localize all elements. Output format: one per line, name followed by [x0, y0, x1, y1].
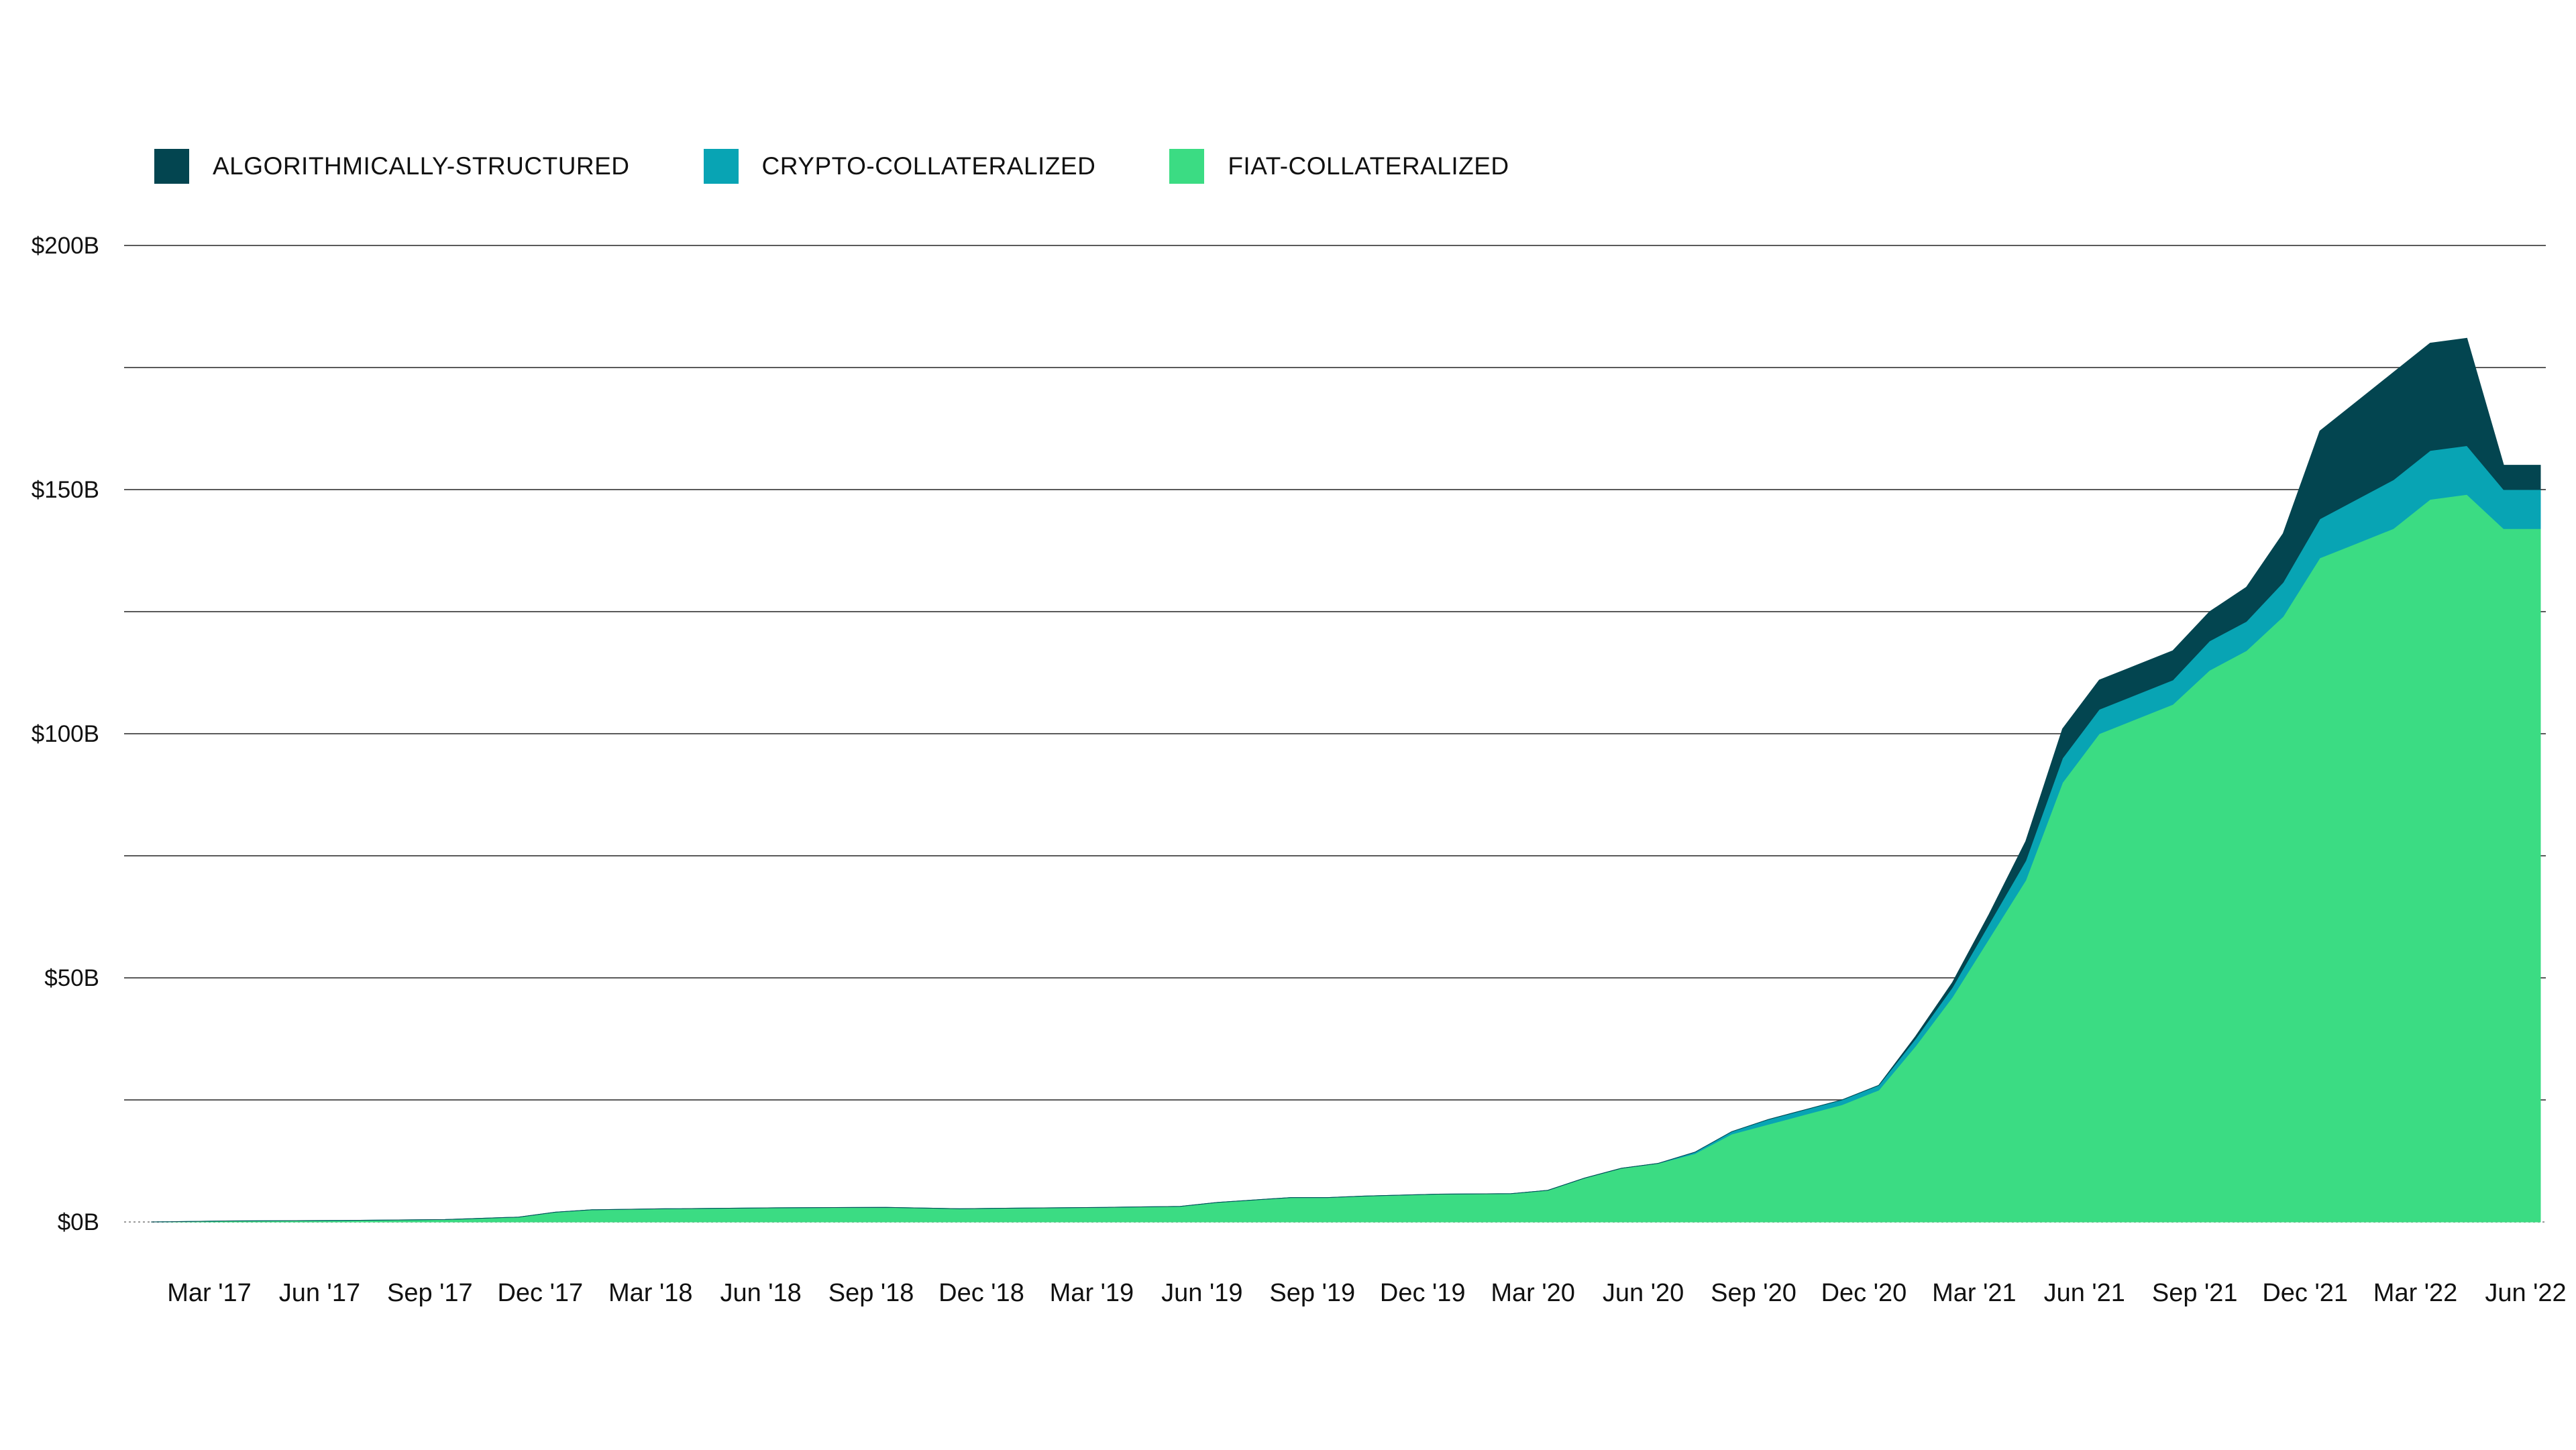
legend: ALGORITHMICALLY-STRUCTURED CRYPTO-COLLAT… — [154, 146, 1509, 186]
x-tick-label: Sep '19 — [1269, 1279, 1355, 1307]
x-tick-label: Jun '19 — [1161, 1279, 1242, 1307]
y-tick-label: $200B — [32, 233, 99, 259]
area-fiat-collateralized — [150, 494, 2541, 1223]
legend-swatch-algorithmic — [154, 149, 189, 184]
y-axis-ticks: $200B $150B $100B $50B $0B — [32, 233, 99, 1235]
x-tick-label: Jun '17 — [279, 1279, 360, 1307]
legend-label-crypto: CRYPTO-COLLATERALIZED — [761, 152, 1096, 180]
x-tick-label: Jun '18 — [720, 1279, 801, 1307]
legend-swatch-fiat — [1169, 149, 1205, 184]
x-tick-label: Dec '18 — [938, 1279, 1024, 1307]
x-tick-label: Sep '21 — [2152, 1279, 2238, 1307]
y-tick-label: $50B — [44, 965, 99, 991]
y-tick-label: $100B — [32, 721, 99, 747]
x-tick-label: Mar '19 — [1050, 1279, 1134, 1307]
x-tick-label: Sep '18 — [828, 1279, 914, 1307]
x-tick-label: Jun '20 — [1603, 1279, 1684, 1307]
x-axis-ticks: Mar '17 Jun '17 Sep '17 Dec '17 Mar '18 Jun '… — [167, 1279, 2566, 1307]
legend-label-fiat: FIAT-COLLATERALIZED — [1228, 152, 1509, 180]
x-tick-label: Dec '17 — [497, 1279, 583, 1307]
legend-swatch-crypto — [703, 149, 739, 184]
x-tick-label: Mar '18 — [608, 1279, 693, 1307]
x-tick-label: Jun '22 — [2485, 1279, 2566, 1307]
y-tick-label: $150B — [32, 477, 99, 503]
y-tick-label: $0B — [58, 1209, 99, 1235]
x-tick-label: Dec '20 — [1821, 1279, 1907, 1307]
grid-lines — [124, 245, 2546, 1223]
x-tick-label: Sep '17 — [387, 1279, 473, 1307]
legend-item-algorithmic[interactable]: ALGORITHMICALLY-STRUCTURED — [154, 149, 630, 184]
legend-item-crypto[interactable]: CRYPTO-COLLATERALIZED — [703, 149, 1096, 184]
x-tick-label: Mar '21 — [1932, 1279, 2017, 1307]
x-tick-label: Jun '21 — [2044, 1279, 2125, 1307]
x-tick-label: Mar '22 — [2373, 1279, 2458, 1307]
area-series — [150, 337, 2541, 1223]
x-tick-label: Dec '21 — [2262, 1279, 2348, 1307]
x-tick-label: Mar '20 — [1491, 1279, 1575, 1307]
x-tick-label: Mar '17 — [167, 1279, 252, 1307]
legend-label-algorithmic: ALGORITHMICALLY-STRUCTURED — [213, 152, 630, 180]
area-algorithmically-structured — [150, 337, 2541, 1223]
x-tick-label: Dec '19 — [1380, 1279, 1466, 1307]
x-tick-label: Sep '20 — [1711, 1279, 1796, 1307]
legend-item-fiat[interactable]: FIAT-COLLATERALIZED — [1169, 149, 1509, 184]
